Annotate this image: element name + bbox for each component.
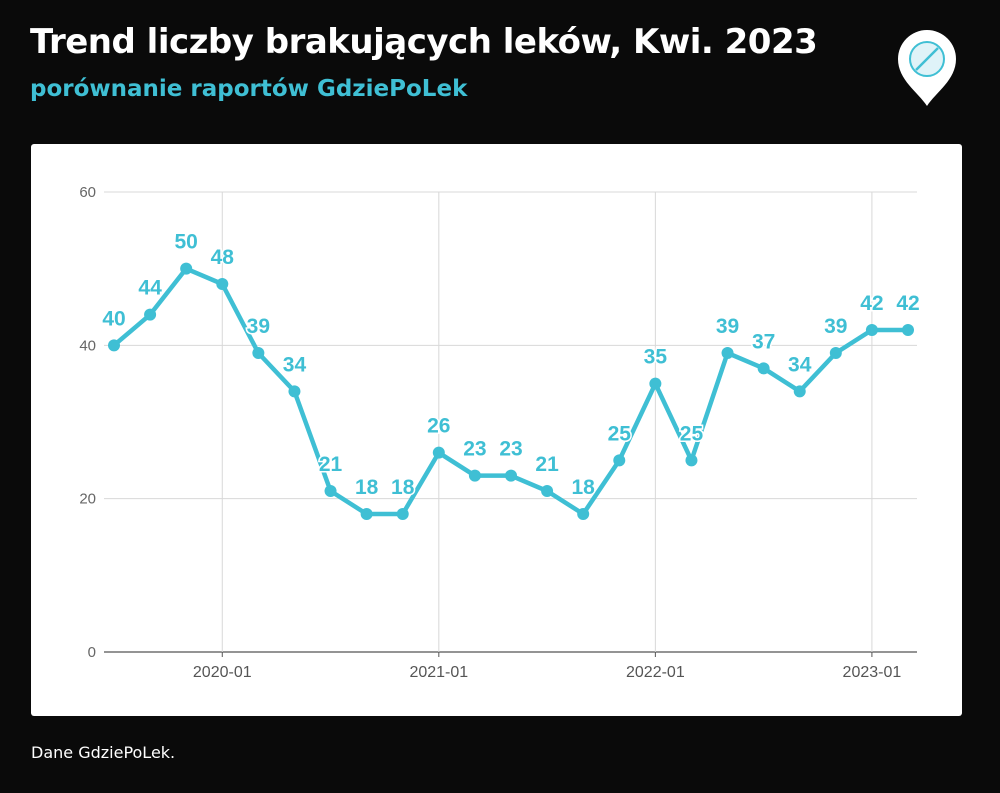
chart-subtitle: porównanie raportów GdziePoLek [30, 76, 468, 102]
data-label: 40 [102, 307, 125, 330]
data-label: 25 [680, 422, 704, 445]
data-label: 18 [572, 476, 596, 499]
data-point [468, 469, 481, 482]
data-point [577, 508, 590, 520]
data-point [613, 454, 626, 467]
chart-title: Trend liczby brakujących leków, Kwi. 202… [30, 22, 818, 62]
data-point [865, 324, 878, 336]
data-point [432, 446, 445, 459]
data-point [108, 339, 120, 352]
data-point [829, 347, 842, 359]
y-tick-label: 40 [79, 337, 96, 354]
y-tick-label: 60 [79, 184, 96, 201]
x-tick-label: 2021-01 [409, 664, 468, 681]
data-point [396, 508, 409, 520]
data-label: 37 [752, 330, 775, 353]
data-point [793, 385, 806, 398]
data-point [252, 347, 265, 359]
data-label: 34 [788, 353, 812, 376]
data-label: 42 [860, 292, 883, 315]
data-point [505, 469, 517, 482]
x-tick-label: 2022-01 [626, 664, 685, 681]
data-label: 39 [247, 315, 270, 338]
data-label: 21 [535, 453, 559, 476]
data-point [649, 377, 662, 390]
chart-panel: 0 20 40 60 2020-01 2021-01 2022-01 2023-01 40 44 5… [31, 144, 962, 716]
data-label: 44 [138, 277, 162, 300]
data-label: 25 [608, 422, 632, 445]
data-point [902, 324, 914, 336]
data-label: 50 [175, 231, 198, 254]
data-point [685, 454, 698, 467]
data-label: 18 [355, 476, 379, 499]
line-chart: 0 20 40 60 2020-01 2021-01 2022-01 2023-01 40 44 5… [79, 184, 921, 681]
data-label: 48 [211, 246, 235, 269]
x-tick-label: 2020-01 [193, 664, 252, 681]
data-label: 35 [644, 346, 668, 369]
data-point [216, 278, 229, 290]
data-label: 23 [463, 438, 486, 461]
data-point [288, 385, 301, 398]
y-tick-label: 0 [88, 644, 96, 661]
y-tick-label: 20 [79, 491, 96, 508]
data-point [360, 508, 373, 520]
data-label: 21 [319, 453, 343, 476]
data-point [144, 308, 157, 321]
data-label: 18 [391, 476, 415, 499]
source-note: Dane GdziePoLek. [31, 743, 176, 762]
data-label: 42 [896, 292, 919, 315]
x-tick-label: 2023-01 [843, 664, 902, 681]
data-label: 39 [716, 315, 739, 338]
data-point [180, 262, 193, 275]
data-point [324, 485, 337, 497]
pill-location-pin-icon [894, 26, 960, 108]
data-label: 23 [499, 438, 522, 461]
data-label: 26 [427, 415, 450, 438]
data-label: 39 [824, 315, 847, 338]
data-point [757, 362, 770, 375]
data-label: 34 [283, 353, 307, 376]
data-point [721, 347, 734, 359]
data-point [541, 485, 554, 497]
